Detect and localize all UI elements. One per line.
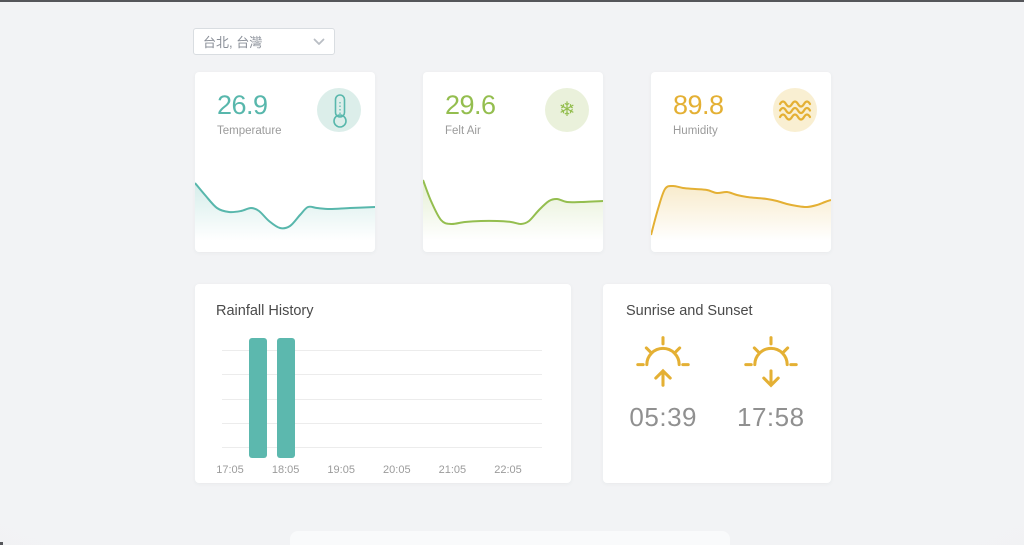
rainfall-bar: [276, 338, 295, 458]
sunrise-sunset-card: Sunrise and Sunset 05:39: [603, 284, 831, 483]
sunrise-icon: [636, 336, 690, 387]
rainfall-x-tick: 18:05: [271, 464, 300, 476]
gridline: [222, 398, 542, 400]
humidity-card: 89.8 Humidity: [651, 72, 831, 252]
gridline: [222, 350, 542, 351]
rainfall-x-tick: 20:05: [383, 464, 411, 476]
felt-air-label: Felt Air: [445, 125, 481, 137]
snowflake-glyph: ❄: [558, 99, 576, 121]
temperature-label: Temperature: [217, 125, 282, 137]
gridline: [222, 423, 542, 424]
temperature-card: 26.9 Temperature: [195, 72, 375, 252]
sunset-time: 17:58: [737, 402, 805, 432]
temperature-sparkline: [195, 177, 375, 247]
location-select[interactable]: 台北, 台灣: [193, 28, 335, 55]
rainfall-x-axis: 17:05 18:05 19:05 20:05 21:05 22:05: [216, 464, 542, 478]
rainfall-x-tick: 19:05: [327, 464, 355, 476]
rainfall-x-tick: 22:05: [494, 464, 522, 476]
felt-air-sparkline: [423, 177, 603, 247]
next-card-peek: [290, 531, 730, 545]
chevron-down-icon: [313, 38, 325, 45]
humidity-value: 89.8: [673, 90, 724, 120]
rainfall-chart: 17:05 18:05 19:05 20:05 21:05 22:05: [216, 338, 542, 476]
waves-icon: [773, 88, 817, 132]
window-bottom-edge: [0, 542, 3, 545]
rainfall-x-tick: 17:05: [216, 464, 244, 476]
felt-air-value: 29.6: [445, 90, 496, 120]
felt-air-card: 29.6 Felt Air ❄: [423, 72, 603, 252]
gridline: [222, 374, 542, 375]
rainfall-bar: [248, 338, 267, 458]
rainfall-x-tick: 21:05: [438, 464, 467, 476]
sunrise-sunset-title: Sunrise and Sunset: [626, 303, 753, 319]
temperature-value: 26.9: [217, 90, 268, 120]
window-top-edge: [0, 0, 1024, 2]
rainfall-history-card: Rainfall History 17:05 18:05 19:05 20:05 21:…: [195, 284, 571, 483]
sunset-icon: [744, 336, 798, 388]
location-select-value: 台北, 台灣: [203, 35, 263, 50]
thermometer-icon: [317, 88, 361, 132]
humidity-label: Humidity: [673, 125, 718, 137]
gridline: [222, 447, 542, 448]
sunrise-time: 05:39: [629, 402, 697, 432]
humidity-sparkline: [651, 177, 831, 247]
snowflake-icon: ❄: [545, 88, 589, 132]
rainfall-history-title: Rainfall History: [216, 303, 314, 319]
